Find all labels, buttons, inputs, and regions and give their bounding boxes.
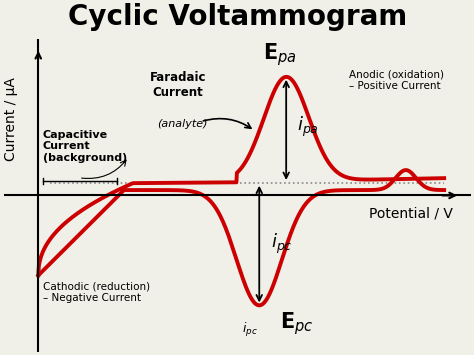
- Text: (analyte): (analyte): [157, 119, 208, 129]
- Text: $\mathbf{E}_{pc}$: $\mathbf{E}_{pc}$: [280, 310, 313, 337]
- Text: Potential / V: Potential / V: [369, 206, 453, 220]
- Text: Cathodic (reduction)
– Negative Current: Cathodic (reduction) – Negative Current: [43, 282, 150, 303]
- Text: Faradaic
Current: Faradaic Current: [150, 71, 206, 99]
- Text: $i_{pc}$: $i_{pc}$: [271, 232, 292, 256]
- Text: $\mathbf{E}_{pa}$: $\mathbf{E}_{pa}$: [263, 41, 296, 68]
- Text: Current / μA: Current / μA: [4, 77, 18, 160]
- Text: Anodic (oxidation)
– Positive Current: Anodic (oxidation) – Positive Current: [349, 70, 445, 91]
- Text: $i_{pa}$: $i_{pa}$: [298, 115, 319, 139]
- Title: Cyclic Voltammogram: Cyclic Voltammogram: [68, 3, 408, 31]
- Text: Capacitive
Current
(background): Capacitive Current (background): [43, 130, 127, 163]
- Text: $i_{pc}$: $i_{pc}$: [242, 321, 258, 339]
